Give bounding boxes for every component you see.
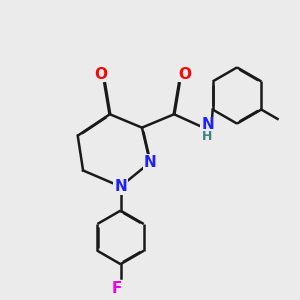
Text: H: H [202, 130, 213, 143]
Text: O: O [178, 67, 191, 82]
Text: O: O [94, 67, 107, 82]
Text: N: N [201, 118, 214, 133]
Text: F: F [111, 281, 122, 296]
Text: N: N [144, 155, 156, 170]
Text: N: N [114, 179, 127, 194]
